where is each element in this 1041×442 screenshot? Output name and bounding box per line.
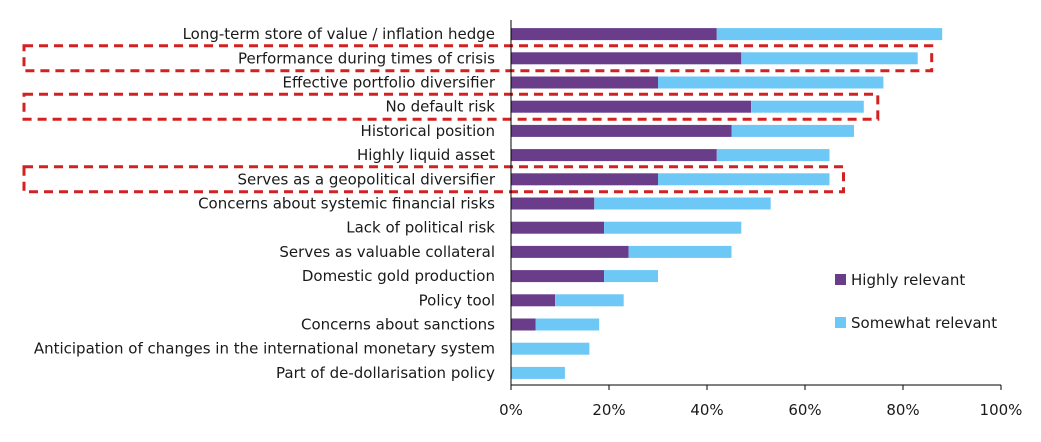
category-label-lack-of-political-risk: Lack of political risk <box>346 219 495 237</box>
category-label-part-of-de-dollarisation-policy: Part of de-dollarisation policy <box>276 364 495 382</box>
category-label-policy-tool: Policy tool <box>419 291 495 309</box>
bar-highly-relevant-performance-during-times-of-crisis <box>511 52 742 65</box>
bar-highly-relevant-no-default-risk <box>511 100 752 113</box>
x-tick-label: 40% <box>690 401 723 419</box>
category-labels: Long-term store of value / inflation hed… <box>34 25 496 382</box>
x-tick-label: 0% <box>499 401 523 419</box>
x-tick-label: 100% <box>980 401 1023 419</box>
bar-somewhat-relevant-no-default-risk <box>751 100 864 113</box>
category-label-anticipation-of-changes-in-the-international-monetary-system: Anticipation of changes in the internati… <box>34 340 495 358</box>
bar-highly-relevant-serves-as-valuable-collateral <box>511 245 629 258</box>
category-label-no-default-risk: No default risk <box>385 98 495 116</box>
category-label-historical-position: Historical position <box>361 122 495 140</box>
legend-label-somewhat-relevant: Somewhat relevant <box>851 314 997 332</box>
bar-somewhat-relevant-highly-liquid-asset <box>716 149 830 162</box>
bar-somewhat-relevant-part-of-de-dollarisation-policy <box>511 366 565 379</box>
category-label-highly-liquid-asset: Highly liquid asset <box>357 146 495 164</box>
bar-somewhat-relevant-serves-as-a-geopolitical-diversifier <box>658 173 830 186</box>
bar-somewhat-relevant-lack-of-political-risk <box>604 221 742 234</box>
category-label-long-term-store-of-value-inflation-hedge: Long-term store of value / inflation hed… <box>183 25 495 43</box>
category-label-serves-as-valuable-collateral: Serves as valuable collateral <box>279 243 495 261</box>
bar-somewhat-relevant-anticipation-of-changes-in-the-international-monetary-system <box>511 342 590 355</box>
x-axis: 0% 20% 40% 60% 80% 100% <box>499 20 1022 419</box>
bar-highly-relevant-highly-liquid-asset <box>511 149 717 162</box>
bar-somewhat-relevant-policy-tool <box>555 294 624 307</box>
bar-somewhat-relevant-performance-during-times-of-crisis <box>741 52 918 65</box>
bar-highly-relevant-concerns-about-sanctions <box>511 318 536 331</box>
bar-somewhat-relevant-historical-position <box>731 124 854 137</box>
bar-highly-relevant-domestic-gold-production <box>511 270 605 283</box>
category-label-performance-during-times-of-crisis: Performance during times of crisis <box>238 49 495 67</box>
highlight-box-no-default-risk <box>22 92 880 121</box>
bar-highly-relevant-historical-position <box>511 124 732 137</box>
legend: Highly relevant Somewhat relevant <box>835 271 997 332</box>
category-label-concerns-about-systemic-financial-risks: Concerns about systemic financial risks <box>198 195 495 213</box>
bar-highly-relevant-concerns-about-systemic-financial-risks <box>511 197 595 210</box>
bar-highly-relevant-effective-portfolio-diversifier <box>511 76 658 89</box>
bars <box>511 28 943 379</box>
bar-highly-relevant-long-term-store-of-value-inflation-hedge <box>511 28 717 41</box>
category-label-serves-as-a-geopolitical-diversifier: Serves as a geopolitical diversifier <box>237 170 495 188</box>
x-tick-label: 20% <box>592 401 625 419</box>
bar-somewhat-relevant-effective-portfolio-diversifier <box>658 76 884 89</box>
bar-somewhat-relevant-serves-as-valuable-collateral <box>628 245 732 258</box>
legend-swatch-somewhat-relevant <box>835 317 846 328</box>
bar-highly-relevant-lack-of-political-risk <box>511 221 605 234</box>
highlight-box-performance-during-times-of-crisis <box>22 44 934 73</box>
category-label-concerns-about-sanctions: Concerns about sanctions <box>301 316 495 334</box>
category-label-effective-portfolio-diversifier: Effective portfolio diversifier <box>283 74 496 92</box>
highlight-boxes <box>22 44 934 194</box>
bar-somewhat-relevant-domestic-gold-production <box>604 270 658 283</box>
legend-label-highly-relevant: Highly relevant <box>851 271 965 289</box>
bar-somewhat-relevant-long-term-store-of-value-inflation-hedge <box>716 28 943 41</box>
bar-highly-relevant-policy-tool <box>511 294 556 307</box>
highlight-box-serves-as-a-geopolitical-diversifier <box>22 165 845 194</box>
bar-somewhat-relevant-concerns-about-sanctions <box>535 318 600 331</box>
legend-swatch-highly-relevant <box>835 274 846 285</box>
bar-somewhat-relevant-concerns-about-systemic-financial-risks <box>594 197 771 210</box>
category-label-domestic-gold-production: Domestic gold production <box>302 267 495 285</box>
x-tick-label: 80% <box>886 401 919 419</box>
bar-highly-relevant-serves-as-a-geopolitical-diversifier <box>511 173 658 186</box>
x-tick-label: 60% <box>788 401 821 419</box>
